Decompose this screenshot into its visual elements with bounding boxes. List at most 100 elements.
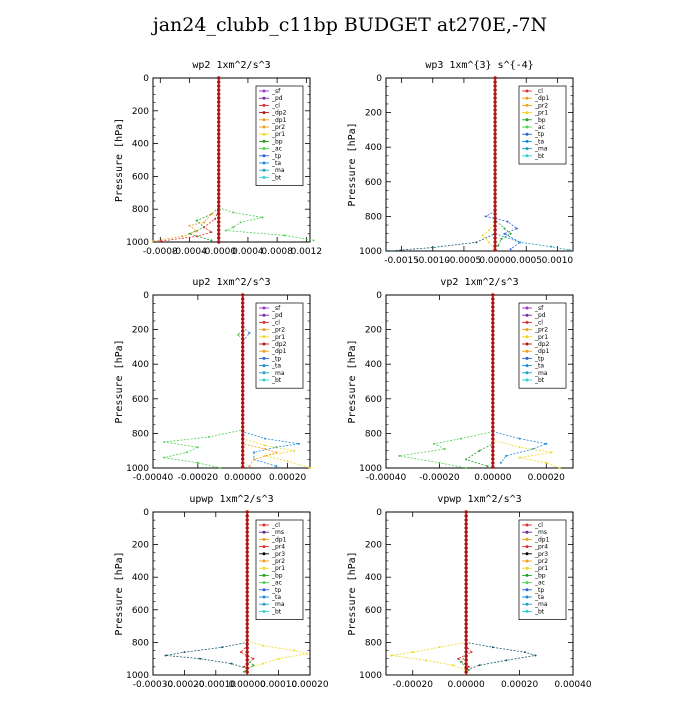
series-point-ac [225,229,228,232]
series-point-bt [241,365,245,369]
legend-label: _ac [534,124,545,131]
legend-marker [525,537,529,541]
series-point-pr1 [438,646,441,649]
series-point-bt [245,534,249,538]
series-point-bt [217,212,221,216]
series-point-bt [464,662,468,666]
legend-label: _ta [271,594,281,601]
series-point-bt [493,108,497,112]
x-tick-label: 0.0012 [291,247,323,257]
y-tick-label: 0 [376,74,382,84]
series-point-pr1 [545,461,548,464]
series-point-pr1 [411,651,414,654]
plot-title: vpwp 1xm^2/s^3 [437,494,521,505]
legend-label: _ta [271,160,281,167]
legend-marker [525,602,529,606]
plot-1: wp2 1xm^2/s^3 Pressure [hPa] 0 200 400 600 800… [114,60,322,257]
series-point-bt [217,120,221,124]
series-point-bt [493,172,497,176]
legend-marker [525,103,529,107]
series-point-cl [470,651,473,654]
y-tick-label: 400 [132,573,149,583]
series-point-bt [241,393,245,397]
legend-label: _ta [534,363,544,370]
series-point-bt [464,542,468,546]
series-point-bt [241,465,245,469]
series-point-bt [217,240,221,244]
legend-label: _ma [271,601,285,608]
legend-marker [262,313,266,317]
legend-marker [262,523,266,527]
series-point-bt [493,204,497,208]
series-point-bt [464,658,468,662]
series-point-bt [241,373,245,377]
series-point-bt [491,325,495,329]
series-point-ac [163,441,166,444]
series-point-bt [464,594,468,598]
series-point-bt [491,293,495,297]
series-point-bt [491,297,495,301]
series-point-bt [491,309,495,313]
y-tick-label: 1000 [126,671,149,681]
series-point-bt [245,654,249,658]
legend-marker [262,349,266,353]
series-point-bt [491,345,495,349]
series-point-tp [515,227,518,230]
series-point-bt [241,357,245,361]
series-point-bt [464,598,468,602]
legend-box [518,519,567,620]
legend-marker [262,320,266,324]
x-tick-label: -0.00040 [133,473,174,483]
legend-label: _tp [271,153,281,160]
legend-label: _tp [534,587,544,594]
series-point-bt [493,184,497,188]
series-point-pr1 [518,446,521,449]
series-point-ta_dark [523,651,526,654]
series-point-ta [297,442,300,445]
series-point-bt [217,140,221,144]
x-tick-label: -0.00020 [419,473,460,483]
series-point-bt [491,401,495,405]
series-point-bt [241,325,245,329]
series-point-bt [245,662,249,666]
series-point-bt [217,132,221,136]
legend-label: _ac [271,146,282,153]
series-point-bt [491,329,495,333]
series-point-bt [245,630,249,634]
series-point-bt [464,550,468,554]
series-point-ta [264,437,267,440]
series-point-bt [493,164,497,168]
legend-label: _bt [271,377,282,384]
series-point-pr2 [275,451,278,454]
legend-marker [262,573,266,577]
legend-label: _pd [271,312,283,319]
legend-marker [525,573,529,577]
y-axis-label: Pressure [hPa] [347,122,358,206]
series-point-ac [465,467,468,469]
series-point-bt [217,192,221,196]
series-point-ac [398,454,401,457]
series-point-bt [464,654,468,658]
legend-marker [525,89,529,93]
series-point-bt [464,586,468,590]
legend-label: _pr2 [534,558,548,565]
legend-label: _ma [534,601,548,608]
y-tick-label: 200 [365,541,382,551]
series-point-bt [241,369,245,373]
series-point-bt [241,433,245,437]
y-tick-label: 400 [365,143,382,153]
series-point-bt [491,365,495,369]
series-point-bt [241,437,245,441]
legend-label: _bp [534,572,546,579]
x-tick-label: -0.00040 [366,473,407,483]
plot-4: vp2 1xm^2/s^3 Pressure [hPa] 0 200 400 600 800… [347,277,574,483]
series-point-tp [509,248,512,251]
x-tick-label: 0.00010 [260,680,297,690]
series-line-ta_dark [165,512,248,669]
legend-label: _dp1 [534,348,550,355]
y-tick-label: 200 [132,107,149,117]
y-tick-label: 1000 [359,247,382,257]
legend-label: _ma [534,370,548,377]
series-point-pr1 [481,234,484,237]
series-point-bt [217,128,221,132]
